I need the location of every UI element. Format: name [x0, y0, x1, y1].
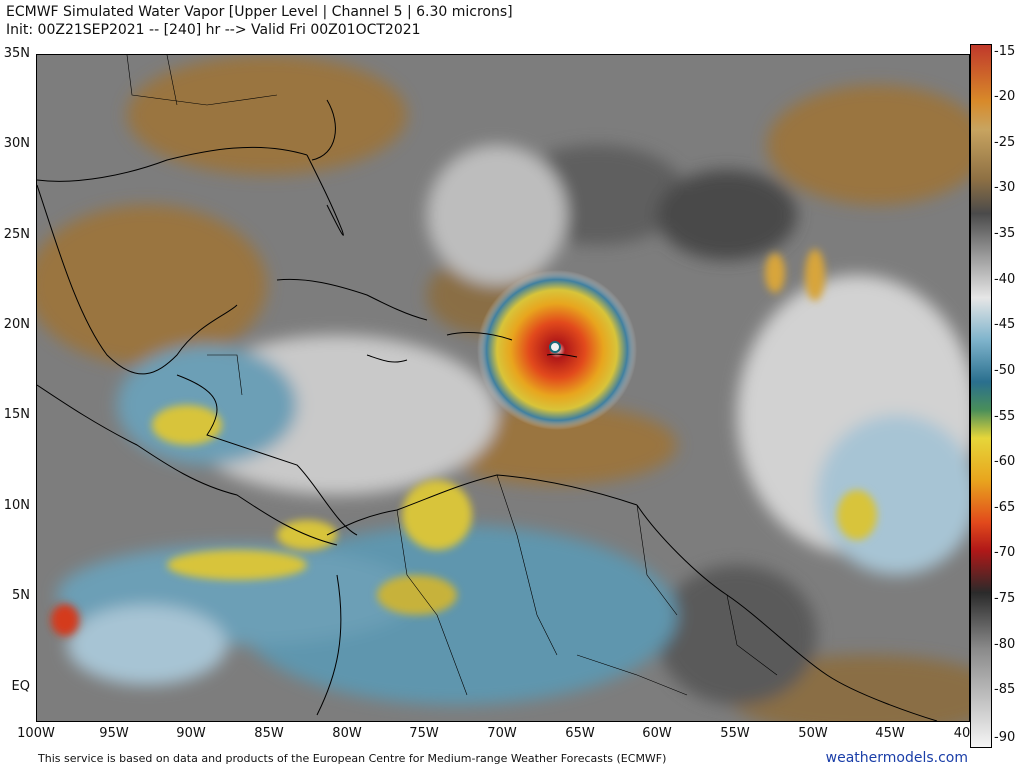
lon-label-45w: 45W: [875, 726, 905, 741]
lat-label-eq: EQ: [11, 679, 30, 694]
colorbar-label: -60: [994, 454, 1016, 469]
map-title: ECMWF Simulated Water Vapor [Upper Level…: [6, 4, 513, 20]
lon-label-60w: 60W: [642, 726, 672, 741]
water-vapor-map: [36, 54, 970, 722]
lon-label-50w: 50W: [798, 726, 828, 741]
lat-label-15n: 15N: [3, 407, 30, 422]
lat-label-30n: 30N: [3, 136, 30, 151]
colorbar-label: -35: [994, 226, 1016, 241]
lon-label-95w: 95W: [99, 726, 129, 741]
colorbar-label: -25: [994, 135, 1016, 150]
colorbar-label: -30: [994, 180, 1016, 195]
lon-label-80w: 80W: [332, 726, 362, 741]
colorbar-label: -50: [994, 363, 1016, 378]
borders: [126, 55, 778, 696]
hurricane-eye: [549, 341, 561, 353]
brand-link[interactable]: weathermodels.com: [825, 750, 968, 766]
lon-label-75w: 75W: [409, 726, 439, 741]
convection-cores: [51, 249, 877, 636]
map-subtitle: Init: 00Z21SEP2021 -- [240] hr --> Valid…: [6, 22, 421, 38]
colorbar-label: -20: [994, 89, 1016, 104]
colorbar-label: -90: [994, 730, 1016, 745]
colorbar-label: -85: [994, 682, 1016, 697]
lon-label-100w: 100W: [17, 726, 55, 741]
coastlines: [37, 99, 938, 721]
colorbar-label: -40: [994, 272, 1016, 287]
lat-label-5n: 5N: [12, 588, 30, 603]
colorbar-label: -70: [994, 545, 1016, 560]
colorbar-label: -55: [994, 409, 1016, 424]
lat-label-10n: 10N: [3, 498, 30, 513]
moisture-field: [37, 55, 969, 721]
map-canvas: [37, 55, 969, 721]
attribution-note: This service is based on data and produc…: [38, 752, 667, 765]
lon-label-55w: 55W: [720, 726, 750, 741]
colorbar-label: -15: [994, 44, 1016, 59]
colorbar-label: -75: [994, 591, 1016, 606]
lon-label-70w: 70W: [487, 726, 517, 741]
lat-label-35n: 35N: [3, 46, 30, 61]
lon-label-40: 40: [953, 726, 971, 741]
colorbar-label: -80: [994, 637, 1016, 652]
lon-label-65w: 65W: [565, 726, 595, 741]
lat-label-25n: 25N: [3, 227, 30, 242]
lon-label-90w: 90W: [176, 726, 206, 741]
lon-label-85w: 85W: [254, 726, 284, 741]
colorbar-label: -45: [994, 317, 1016, 332]
lat-label-20n: 20N: [3, 317, 30, 332]
colorbar: [970, 44, 992, 748]
colorbar-label: -65: [994, 500, 1016, 515]
